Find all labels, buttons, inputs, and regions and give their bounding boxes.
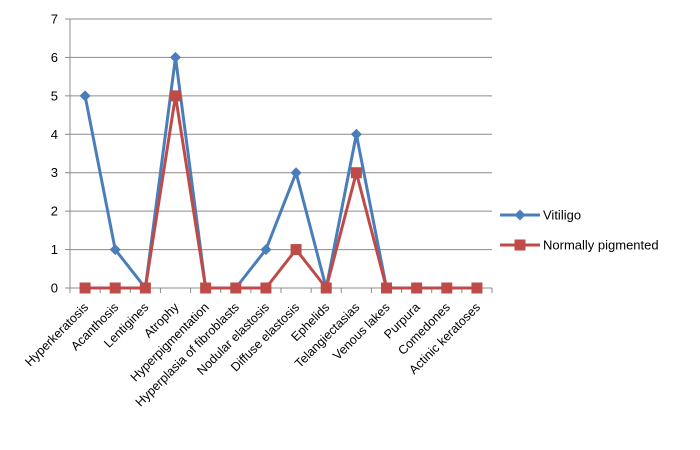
y-tick-label: 2 [51, 204, 58, 219]
series-lines [79, 51, 483, 294]
y-tick-label: 7 [51, 12, 58, 27]
data-point-vitiligo-atrophy [170, 51, 181, 63]
legend-item-normally-pigmented: Normally pigmented [500, 238, 659, 253]
data-point-normally-pigmented-hyperpigmentation [200, 282, 212, 294]
y-tick-label: 3 [51, 165, 58, 180]
legend-marker [514, 239, 526, 251]
series-normally-pigmented [79, 90, 483, 294]
y-tick-label: 6 [51, 50, 58, 65]
x-axis-category-labels: HyperkeratosisAcanthosisLentiginesAtroph… [22, 300, 483, 410]
legend-item-vitiligo: Vitiligo [500, 208, 581, 223]
legend-label: Vitiligo [543, 208, 581, 223]
y-tick-label: 0 [51, 281, 58, 296]
y-tick-label: 5 [51, 88, 58, 103]
data-point-normally-pigmented-nodular-elastosis [260, 282, 272, 294]
y-axis-tick-labels: 0 1 2 3 4 5 6 7 [51, 12, 58, 296]
legend: Vitiligo Normally pigmented [500, 208, 659, 253]
data-point-vitiligo-nodular-elastosis [260, 244, 272, 256]
data-point-normally-pigmented-telangiectasias [350, 167, 362, 179]
data-point-normally-pigmented-actinic-keratoses [471, 282, 483, 294]
data-point-normally-pigmented-ephelids [320, 282, 332, 294]
y-tick-label: 1 [51, 242, 58, 257]
series-line-normally-pigmented [85, 94, 477, 290]
data-point-vitiligo-telangiectasias [350, 128, 362, 140]
data-point-normally-pigmented-lentigines [139, 282, 151, 294]
data-point-normally-pigmented-comedones [441, 282, 453, 294]
data-point-normally-pigmented-hyperplasia-of-fibroblasts [230, 282, 242, 294]
data-point-normally-pigmented-purpura [411, 282, 423, 294]
data-point-vitiligo-diffuse-elastosis [290, 167, 302, 179]
legend-label: Normally pigmented [543, 238, 659, 253]
data-point-vitiligo-hyperkeratosis [79, 90, 91, 102]
axes [65, 18, 493, 293]
data-point-normally-pigmented-acanthosis [109, 282, 121, 294]
y-tick-label: 4 [51, 127, 58, 142]
legend-marker [514, 209, 526, 221]
data-point-normally-pigmented-hyperkeratosis [79, 282, 91, 294]
data-point-normally-pigmented-venous-lakes [381, 282, 392, 294]
gridlines [70, 18, 492, 251]
data-point-vitiligo-acanthosis [109, 244, 121, 256]
data-point-normally-pigmented-diffuse-elastosis [290, 244, 302, 256]
data-point-normally-pigmented-atrophy [170, 90, 181, 102]
